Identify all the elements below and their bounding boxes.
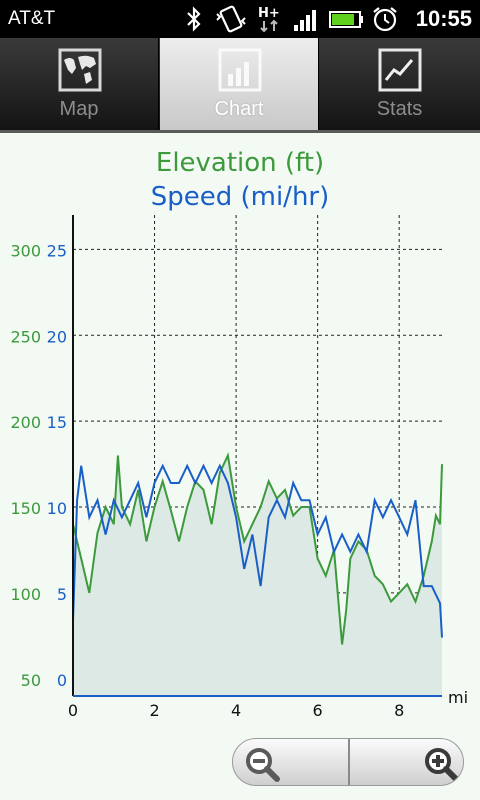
tab-chart[interactable]: Chart (160, 38, 319, 130)
elevation-speed-chart[interactable]: 300 25 250 20 200 15 150 10 100 5 50 00 2 4 6 8 mi (0, 200, 480, 730)
speed-line (72, 463, 443, 638)
map-icon (58, 48, 102, 92)
zoom-in-icon (425, 748, 459, 782)
elevation-tick-label: 100 (10, 585, 41, 604)
carrier-name: AT&T (8, 8, 56, 29)
alarm-icon (373, 7, 397, 32)
zoom-out-icon (246, 748, 280, 782)
elevation-tick-label: 300 (10, 241, 41, 260)
tab-stats[interactable]: Stats (320, 38, 479, 130)
svg-text:H+: H+ (258, 6, 280, 21)
zoom-divider (348, 739, 350, 785)
stats-icon (378, 48, 422, 92)
speed-tick-label: 5 (57, 585, 67, 604)
chart-icon (218, 48, 262, 92)
elevation-line (72, 452, 443, 645)
hplus-data-icon: H+ (258, 6, 280, 33)
vibrate-icon (216, 5, 246, 33)
bluetooth-icon (187, 6, 201, 32)
tab-label: Map (59, 98, 99, 120)
zoom-control (232, 738, 464, 786)
speed-tick-label: 25 (47, 241, 67, 260)
signal-icon (294, 10, 316, 31)
elevation-tick-label: 50 (21, 671, 41, 690)
tab-bar: Map Chart Stats (0, 38, 480, 130)
speed-title: Speed (mi/hr) (150, 182, 330, 212)
x-tick-label: 2 (149, 701, 159, 720)
elevation-tick-label: 200 (10, 413, 41, 432)
elevation-tick-label: 250 (10, 327, 41, 346)
speed-tick-label: 10 (47, 499, 67, 518)
tab-divider (0, 130, 480, 133)
status-bar: AT&T H+ 10:55 (0, 0, 480, 38)
speed-tick-label: 20 (47, 327, 67, 346)
x-tick-label: 0 (68, 701, 78, 720)
elevation-title: Elevation (ft) (155, 148, 325, 178)
tab-label: Stats (376, 98, 423, 120)
battery-icon (329, 11, 363, 28)
chart-axes (72, 215, 442, 697)
speed-tick-label: 0 (57, 671, 67, 690)
elevation-area (73, 455, 442, 696)
elevation-tick-label: 150 (10, 499, 41, 518)
x-unit-label: mi (448, 688, 468, 707)
tick-labels: 300 25 250 20 200 15 150 10 100 5 50 00 2 4 6 8 mi (10, 241, 468, 720)
x-tick-label: 6 (313, 701, 323, 720)
speed-tick-label: 15 (47, 413, 67, 432)
zoom-out-button[interactable] (233, 739, 348, 785)
x-tick-label: 8 (394, 701, 404, 720)
tab-label: Chart (214, 98, 264, 120)
tab-map[interactable]: Map (0, 38, 159, 130)
x-tick-label: 4 (231, 701, 241, 720)
status-clock: 10:55 (415, 6, 472, 31)
zoom-in-button[interactable] (350, 739, 463, 785)
